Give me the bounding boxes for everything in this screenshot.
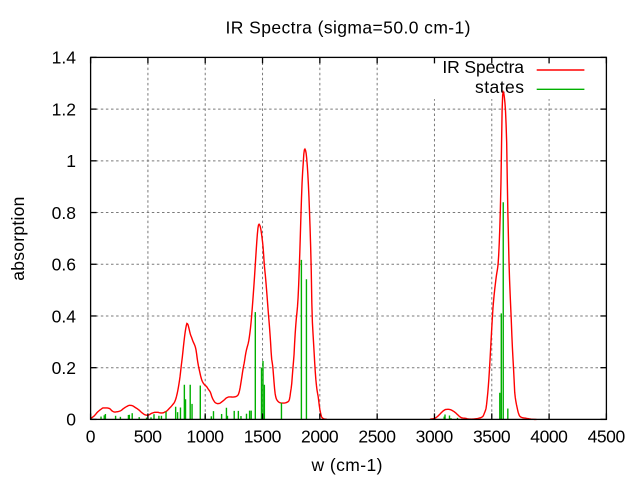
svg-text:IR Spectra: IR Spectra [442, 57, 524, 77]
svg-text:w (cm-1): w (cm-1) [311, 455, 383, 475]
svg-text:2500: 2500 [358, 427, 396, 447]
svg-text:3000: 3000 [416, 427, 454, 447]
svg-text:0.4: 0.4 [52, 306, 77, 326]
svg-text:4500: 4500 [588, 427, 626, 447]
svg-text:0.2: 0.2 [52, 358, 76, 378]
svg-text:4000: 4000 [530, 427, 568, 447]
svg-text:2000: 2000 [301, 427, 339, 447]
svg-text:absorption: absorption [8, 197, 28, 281]
svg-text:1.2: 1.2 [52, 99, 76, 119]
svg-text:0.6: 0.6 [52, 255, 76, 275]
svg-text:1.4: 1.4 [52, 48, 77, 68]
svg-text:0.8: 0.8 [52, 203, 76, 223]
svg-text:IR Spectra (sigma=50.0 cm-1): IR Spectra (sigma=50.0 cm-1) [226, 18, 471, 38]
svg-text:states: states [475, 77, 524, 97]
svg-text:1500: 1500 [244, 427, 282, 447]
svg-text:0: 0 [86, 427, 96, 447]
svg-text:500: 500 [134, 427, 162, 447]
svg-text:0: 0 [66, 410, 76, 430]
svg-text:1000: 1000 [186, 427, 224, 447]
svg-text:1: 1 [66, 151, 76, 171]
svg-text:3500: 3500 [473, 427, 511, 447]
